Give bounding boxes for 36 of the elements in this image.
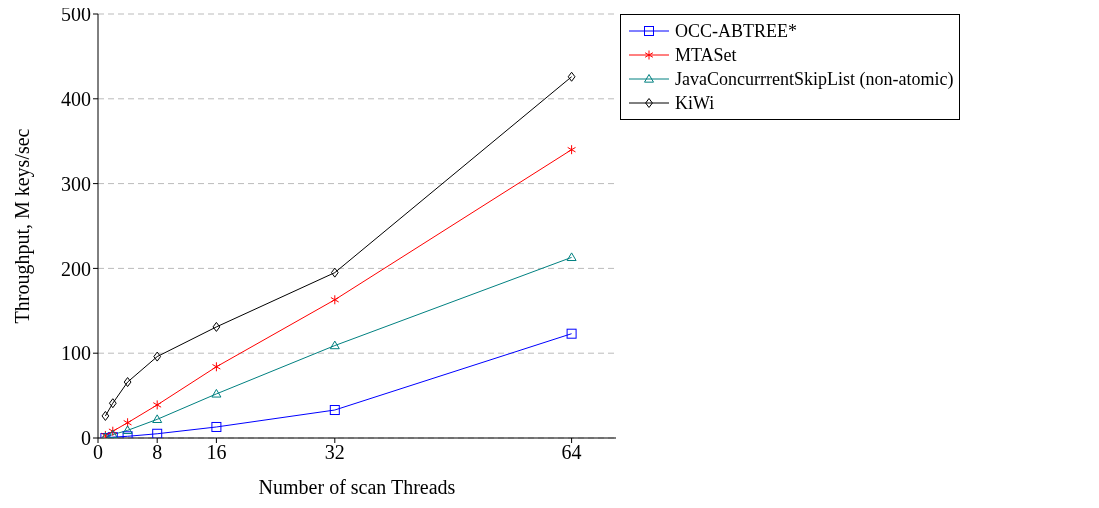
- x-tick-label: 64: [561, 441, 582, 464]
- y-tick-label: 300: [61, 172, 91, 195]
- point: [212, 321, 221, 332]
- point: [211, 388, 222, 398]
- point: [211, 421, 222, 432]
- point: [101, 410, 110, 421]
- legend-label: JavaConcurrrentSkipList (non-atomic): [675, 68, 954, 90]
- point: [567, 71, 576, 82]
- y-tick-label: 0: [81, 427, 91, 450]
- point: [566, 328, 577, 339]
- point: [566, 252, 577, 262]
- y-tick-label: 400: [61, 87, 91, 110]
- point: [123, 377, 132, 388]
- legend-label: OCC-ABTREE*: [675, 20, 798, 42]
- point: [153, 351, 162, 362]
- y-axis-title: Throughput, M keys/sec: [11, 128, 35, 324]
- point: [108, 398, 117, 409]
- point: [330, 267, 339, 278]
- x-tick-label: 8: [152, 441, 163, 464]
- x-tick-label: 32: [324, 441, 345, 464]
- point: [329, 405, 340, 416]
- point: [122, 425, 133, 435]
- y-tick-label: 100: [61, 342, 91, 365]
- y-tick-label: 200: [61, 257, 91, 280]
- point: [211, 361, 221, 372]
- y-tick-label: 500: [61, 3, 91, 26]
- legend-label: MTASet: [675, 44, 737, 66]
- x-axis-title: Number of scan Threads: [258, 476, 456, 498]
- point: [329, 340, 340, 350]
- legend-label: KiWi: [675, 92, 715, 114]
- point: [152, 399, 162, 410]
- point: [123, 417, 133, 428]
- x-tick-label: 16: [206, 441, 227, 464]
- point: [152, 414, 163, 423]
- point: [567, 144, 577, 155]
- point: [330, 294, 340, 305]
